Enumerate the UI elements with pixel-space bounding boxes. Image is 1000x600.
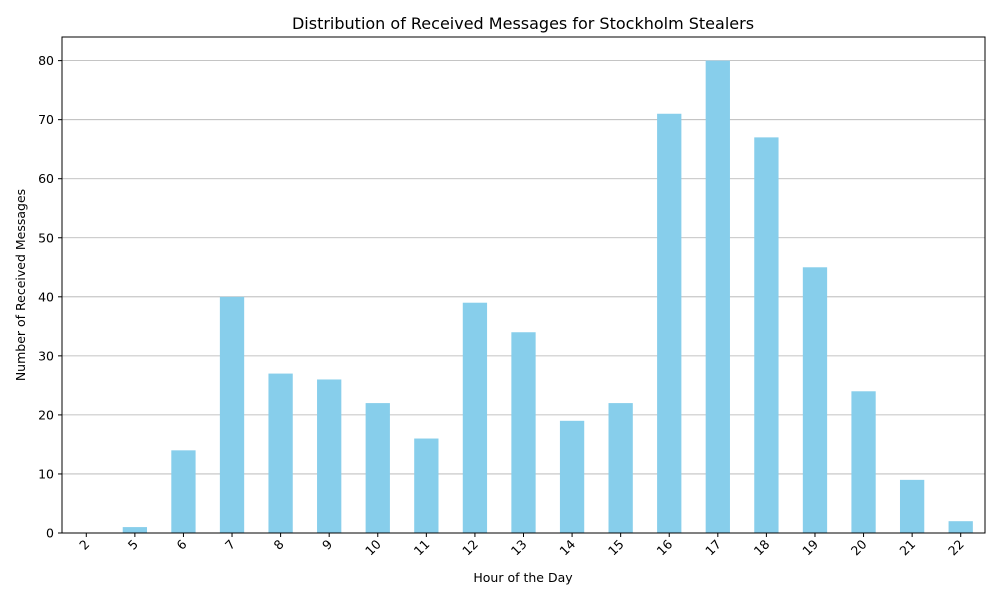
y-axis-ticks: 0 10 20 30 40 50 60 70 80	[38, 53, 62, 541]
x-tick-label: 21	[896, 537, 918, 559]
bar	[899, 479, 925, 533]
x-tick-label: 10	[362, 536, 384, 558]
x-axis-ticks: 2 5 6 7 8 9 10 11 12 13 14 15 16 17 18 19 20 21 22	[76, 533, 967, 558]
bar	[122, 527, 148, 533]
bar	[802, 267, 828, 533]
bars	[122, 60, 973, 533]
y-tick-label: 50	[38, 230, 54, 245]
x-tick-label: 19	[799, 536, 821, 558]
bar	[705, 60, 730, 533]
x-tick-label: 8	[270, 536, 286, 552]
x-tick-label: 9	[319, 536, 335, 552]
y-tick-label: 80	[38, 53, 54, 68]
x-tick-label: 15	[605, 537, 627, 559]
x-tick-label: 6	[173, 536, 189, 552]
x-tick-label: 17	[702, 537, 724, 559]
x-tick-label: 12	[459, 537, 481, 559]
x-tick-label: 13	[508, 537, 530, 559]
bar	[851, 391, 876, 533]
x-tick-label: 20	[848, 536, 870, 558]
bar	[414, 438, 439, 533]
bar	[462, 302, 488, 533]
bar	[365, 403, 390, 533]
bar	[559, 420, 585, 533]
x-tick-label: 2	[76, 537, 92, 553]
bar	[948, 521, 973, 533]
bar	[219, 296, 245, 533]
y-tick-label: 40	[38, 289, 54, 304]
bar	[268, 373, 293, 533]
y-axis-label: Number of Received Messages	[13, 189, 28, 381]
bar	[511, 332, 536, 533]
x-tick-label: 5	[125, 537, 141, 553]
chart-title: Distribution of Received Messages for St…	[292, 14, 754, 33]
bar	[317, 379, 342, 533]
bar	[754, 137, 779, 533]
y-tick-label: 70	[38, 112, 54, 127]
y-tick-label: 10	[38, 466, 54, 481]
x-tick-label: 7	[222, 537, 238, 553]
bar	[171, 450, 196, 533]
x-tick-label: 16	[654, 536, 676, 558]
x-tick-label: 18	[751, 536, 773, 558]
gridlines	[62, 60, 985, 534]
y-tick-label: 30	[38, 348, 54, 363]
bar	[657, 113, 682, 533]
x-tick-label: 22	[945, 537, 967, 559]
bar	[608, 403, 633, 533]
y-tick-label: 20	[38, 407, 54, 422]
x-axis-label: Hour of the Day	[473, 570, 573, 585]
y-tick-label: 0	[46, 526, 54, 541]
y-tick-label: 60	[38, 171, 54, 186]
x-tick-label: 11	[411, 537, 433, 559]
x-tick-label: 14	[556, 536, 578, 558]
